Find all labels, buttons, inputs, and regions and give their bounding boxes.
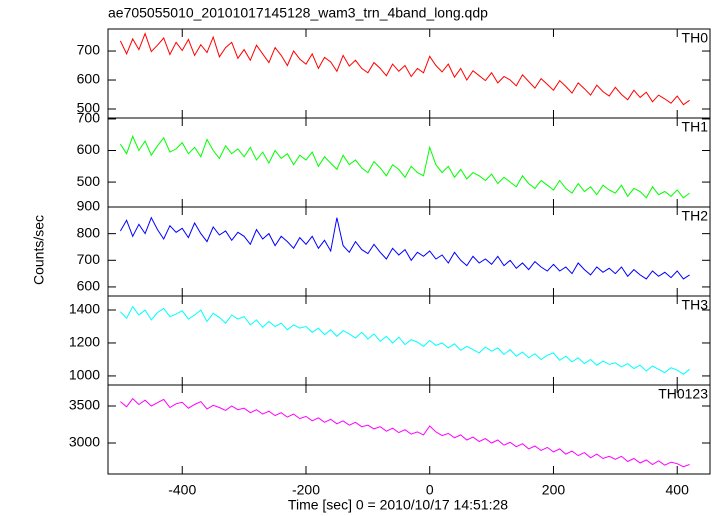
y-tick-label: 700 (77, 110, 101, 126)
x-axis-label: Time [sec] 0 = 2010/10/17 14:51:28 (288, 497, 508, 513)
panel-label: TH1 (682, 119, 709, 135)
y-tick-label: 1200 (69, 334, 100, 350)
x-tick-label: 200 (542, 482, 566, 498)
y-tick-label: 500 (77, 173, 101, 189)
data-line (120, 305, 690, 375)
panel-frame (107, 295, 711, 386)
y-tick-label: 700 (77, 42, 101, 58)
panel-label: TH3 (682, 297, 709, 313)
y-tick-label: 600 (77, 278, 101, 294)
y-tick-label: 900 (77, 198, 101, 214)
y-tick-label: 600 (77, 71, 101, 87)
data-line (119, 134, 690, 199)
chart-title: ae705055010_20101017145128_wam3_trn_4ban… (108, 5, 488, 21)
panel-frame (107, 384, 711, 475)
x-tick-label: 400 (666, 482, 690, 498)
panel-label: TH2 (682, 208, 709, 224)
y-tick-label: 600 (77, 141, 101, 157)
panel-frame (107, 206, 711, 297)
x-tick-label: -400 (168, 482, 196, 498)
data-line (119, 32, 690, 106)
y-tick-label: 500 (77, 100, 101, 116)
data-line (119, 216, 690, 280)
panel-label: TH0 (682, 30, 709, 46)
y-axis-label: Counts/sec (31, 215, 47, 285)
x-tick-label: 0 (426, 482, 434, 498)
panel-frame (107, 117, 711, 208)
y-tick-label: 3500 (69, 397, 100, 413)
y-tick-label: 700 (77, 251, 101, 267)
y-tick-label: 1400 (69, 301, 100, 317)
y-tick-label: 1000 (69, 367, 100, 383)
y-tick-label: 3000 (69, 434, 100, 450)
data-line (120, 397, 690, 468)
panel-label: TH0123 (658, 386, 708, 402)
y-tick-label: 800 (77, 224, 101, 240)
x-tick-label: -200 (292, 482, 320, 498)
